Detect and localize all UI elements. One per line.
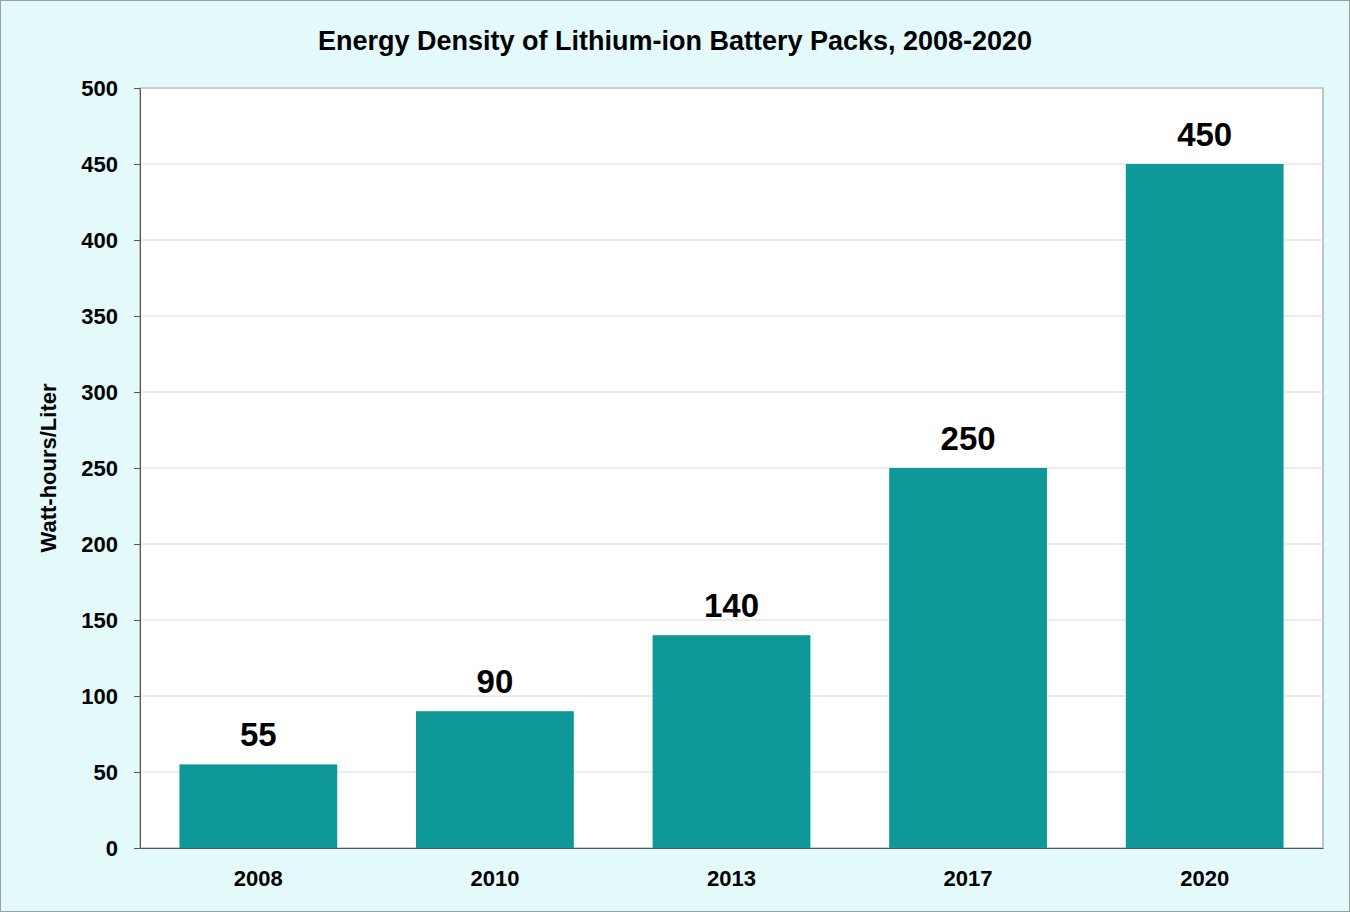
x-tick-label: 2008: [234, 866, 283, 891]
y-axis-line: [140, 89, 141, 849]
y-tick-mark: [134, 468, 140, 469]
x-axis: 2008 2010 2013 2017 2020: [141, 848, 1324, 891]
y-tick-mark: [134, 772, 140, 773]
data-label: 140: [704, 587, 759, 624]
background: [1, 1, 1350, 912]
data-label: 450: [1177, 116, 1232, 153]
x-tick-label: 2010: [470, 866, 519, 891]
y-tick: 500: [81, 76, 140, 101]
y-tick-label: 150: [81, 608, 118, 633]
y-tick-mark: [134, 696, 140, 697]
y-tick-label: 450: [81, 152, 118, 177]
y-tick: 450: [81, 152, 140, 177]
y-tick-label: 0: [106, 836, 118, 861]
x-tick-label: 2017: [944, 866, 993, 891]
y-tick: 250: [81, 456, 140, 481]
y-tick-mark: [134, 316, 140, 317]
x-tick: 2017: [944, 848, 993, 891]
x-axis-line: [141, 848, 1324, 849]
bar: [179, 764, 337, 848]
y-tick-mark: [134, 544, 140, 545]
y-tick-label: 250: [81, 456, 118, 481]
y-axis: 0 50 100 150 200 250 300 350 400 450 500: [81, 76, 140, 861]
y-tick-mark: [134, 848, 140, 849]
grid: [140, 88, 1323, 848]
data-labels: 55 90 140 250 450: [240, 116, 1232, 753]
x-tick: 2008: [234, 848, 283, 891]
bar: [416, 711, 574, 848]
chart-container: 0501001502002503003504004505002008201020…: [0, 0, 1350, 912]
y-tick-label: 50: [94, 760, 118, 785]
y-tick: 400: [81, 228, 140, 253]
bar: [1126, 164, 1284, 848]
data-label: 90: [477, 663, 514, 700]
x-tick: 2010: [470, 848, 519, 891]
y-tick-label: 400: [81, 228, 118, 253]
y-tick-label: 200: [81, 532, 118, 557]
chart-title: Energy Density of Lithium-ion Battery Pa…: [318, 26, 1032, 56]
y-tick: 200: [81, 532, 140, 557]
y-tick-label: 500: [81, 76, 118, 101]
x-tick: 2013: [707, 848, 756, 891]
bar: [653, 635, 811, 848]
chart-svg: 0501001502002503003504004505002008201020…: [0, 0, 1350, 912]
y-tick-label: 350: [81, 304, 118, 329]
y-tick: 50: [94, 760, 140, 785]
y-axis-title: Watt-hours/Liter: [36, 383, 61, 552]
bars: [179, 164, 1283, 848]
y-tick: 300: [81, 380, 140, 405]
y-tick-mark: [134, 164, 140, 165]
y-tick-mark: [134, 620, 140, 621]
y-tick: 0: [106, 836, 140, 861]
x-tick-label: 2013: [707, 866, 756, 891]
y-tick: 150: [81, 608, 140, 633]
y-tick-label: 100: [81, 684, 118, 709]
y-tick-label: 300: [81, 380, 118, 405]
y-tick: 100: [81, 684, 140, 709]
data-label: 55: [240, 716, 277, 753]
data-label: 250: [941, 420, 996, 457]
x-tick: 2020: [1180, 848, 1229, 891]
y-tick-mark: [134, 240, 140, 241]
grid-line: [140, 88, 1323, 89]
plot-area: [140, 88, 1323, 848]
x-tick-label: 2020: [1180, 866, 1229, 891]
y-tick-mark: [134, 88, 140, 89]
bar: [889, 468, 1047, 848]
y-tick-mark: [134, 392, 140, 393]
y-tick: 350: [81, 304, 140, 329]
